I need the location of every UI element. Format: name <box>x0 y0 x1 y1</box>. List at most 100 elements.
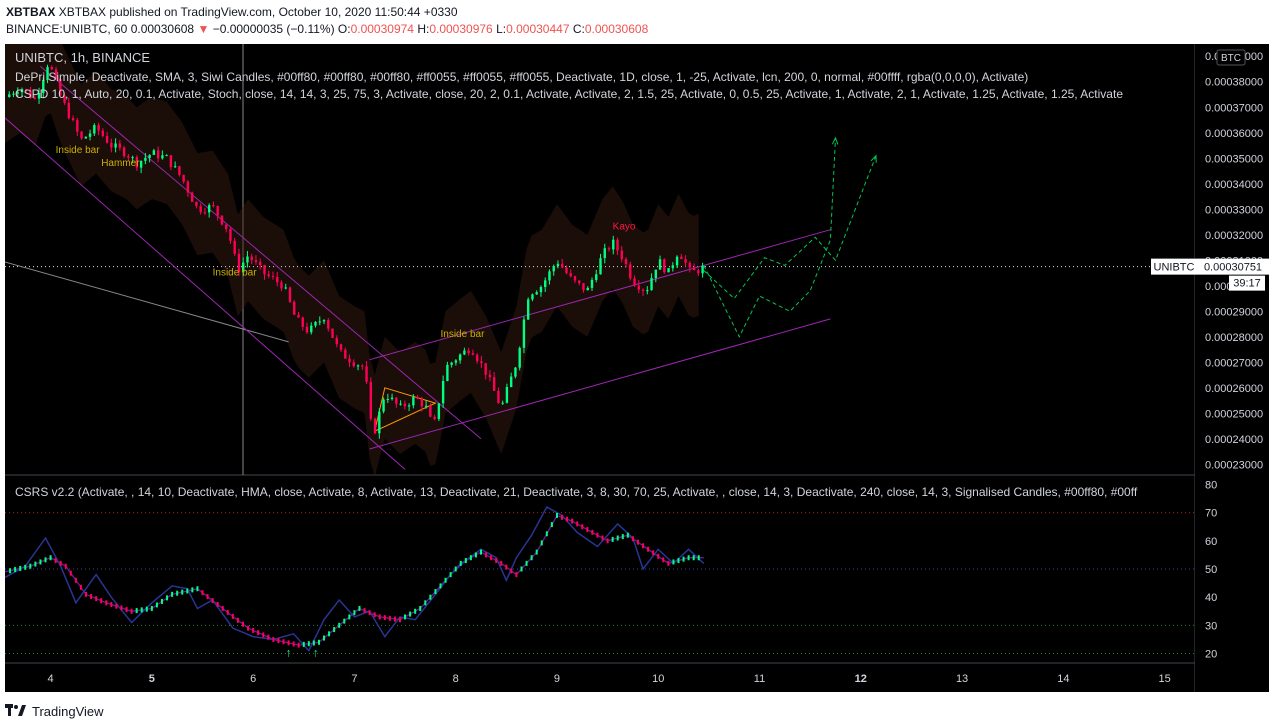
candle-body[interactable] <box>526 299 530 320</box>
candle-body[interactable] <box>33 97 36 99</box>
candle-body[interactable] <box>280 282 283 289</box>
candle-body[interactable] <box>586 287 589 291</box>
candle-body[interactable] <box>314 322 317 326</box>
down-channel-line-0[interactable] <box>40 66 482 440</box>
candle-body[interactable] <box>173 166 177 168</box>
candle-body[interactable] <box>671 265 675 269</box>
candle-body[interactable] <box>118 143 122 148</box>
indicator-depri-legend[interactable]: DePri Simple, Deactivate, SMA, 3, Siwi C… <box>15 70 1028 84</box>
candle-body[interactable] <box>582 283 585 291</box>
up-channel-line-0[interactable] <box>369 229 831 361</box>
candle-body[interactable] <box>50 67 53 70</box>
candle-body[interactable] <box>195 201 198 207</box>
candle-body[interactable] <box>267 274 270 276</box>
candle-body[interactable] <box>365 366 368 382</box>
candle-body[interactable] <box>165 155 168 157</box>
candle-body[interactable] <box>692 267 696 271</box>
candle-body[interactable] <box>114 143 117 148</box>
candle-body[interactable] <box>697 270 700 274</box>
candle-body[interactable] <box>386 398 390 400</box>
candle-body[interactable] <box>127 156 130 158</box>
candle-body[interactable] <box>224 224 228 229</box>
candle-body[interactable] <box>399 403 402 405</box>
candle-body[interactable] <box>475 354 479 362</box>
candle-body[interactable] <box>110 142 113 148</box>
candle-body[interactable] <box>420 398 424 407</box>
candle-body[interactable] <box>297 314 300 318</box>
candle-body[interactable] <box>8 94 11 98</box>
candle-body[interactable] <box>152 150 156 155</box>
candle-body[interactable] <box>182 174 185 182</box>
candle-body[interactable] <box>535 292 538 295</box>
indicator-cspd-legend[interactable]: CSPD 10, 1, Auto, 20, 0.1, Activate, Sto… <box>15 87 1123 101</box>
candle-body[interactable] <box>199 206 202 213</box>
candle-body[interactable] <box>42 80 45 94</box>
candle-body[interactable] <box>492 377 496 391</box>
candle-body[interactable] <box>93 125 96 134</box>
candle-body[interactable] <box>301 317 304 327</box>
candle-body[interactable] <box>522 319 526 348</box>
candle-body[interactable] <box>701 266 704 274</box>
candle-body[interactable] <box>641 289 645 291</box>
candle-body[interactable] <box>37 93 41 99</box>
candle-body[interactable] <box>105 135 109 143</box>
candle-body[interactable] <box>59 79 62 96</box>
candle-body[interactable] <box>16 92 19 94</box>
candle-body[interactable] <box>556 263 560 267</box>
candle-body[interactable] <box>80 131 83 139</box>
candle-body[interactable] <box>71 118 75 121</box>
candle-body[interactable] <box>471 353 475 355</box>
candle-body[interactable] <box>271 275 275 277</box>
candle-body[interactable] <box>607 248 611 250</box>
candle-body[interactable] <box>390 397 394 399</box>
candle-body[interactable] <box>505 387 509 403</box>
candle-body[interactable] <box>382 399 385 412</box>
candle-body[interactable] <box>565 267 568 274</box>
candle-body[interactable] <box>501 402 504 404</box>
candle-body[interactable] <box>242 262 245 273</box>
candle-body[interactable] <box>344 349 347 359</box>
candle-body[interactable] <box>412 397 415 406</box>
candle-body[interactable] <box>624 259 628 265</box>
candle-body[interactable] <box>139 160 143 168</box>
candle-body[interactable] <box>352 362 355 367</box>
candle-body[interactable] <box>573 276 577 281</box>
candle-body[interactable] <box>544 280 547 288</box>
candle-body[interactable] <box>688 262 692 268</box>
candle-body[interactable] <box>310 325 313 333</box>
candle-body[interactable] <box>497 390 500 404</box>
candle-body[interactable] <box>331 328 334 338</box>
candle-body[interactable] <box>578 280 581 284</box>
candle-body[interactable] <box>318 321 321 323</box>
candle-body[interactable] <box>463 350 466 355</box>
candle-body[interactable] <box>327 320 330 329</box>
candle-body[interactable] <box>305 326 309 333</box>
candle-body[interactable] <box>441 381 445 404</box>
candle-body[interactable] <box>276 276 279 283</box>
candle-body[interactable] <box>135 157 139 168</box>
candle-body[interactable] <box>288 287 292 302</box>
candle-body[interactable] <box>233 240 236 254</box>
candle-body[interactable] <box>552 266 555 272</box>
candle-body[interactable] <box>46 67 49 81</box>
candle-body[interactable] <box>84 136 88 139</box>
candle-body[interactable] <box>207 205 211 213</box>
candle-body[interactable] <box>144 157 147 161</box>
candle-body[interactable] <box>518 347 521 368</box>
candle-body[interactable] <box>169 155 173 168</box>
candle-body[interactable] <box>237 253 241 273</box>
candle-body[interactable] <box>654 269 658 279</box>
candle-body[interactable] <box>293 301 296 315</box>
candle-body[interactable] <box>424 405 428 407</box>
candle-body[interactable] <box>348 358 351 363</box>
candle-body[interactable] <box>131 157 134 159</box>
chart-frame[interactable]: Inside bar Hammer Inside bar Inside bar Kayo… <box>5 44 1269 692</box>
candle-body[interactable] <box>101 130 105 136</box>
trend-line[interactable] <box>5 258 289 343</box>
candle-body[interactable] <box>684 259 687 263</box>
candle-body[interactable] <box>407 405 411 407</box>
candle-body[interactable] <box>216 206 219 216</box>
candle-body[interactable] <box>616 239 619 251</box>
indicator-csrs-legend[interactable]: CSRS v2.2 (Activate, , 14, 10, Deactivat… <box>15 485 1138 499</box>
candle-body[interactable] <box>680 256 683 260</box>
